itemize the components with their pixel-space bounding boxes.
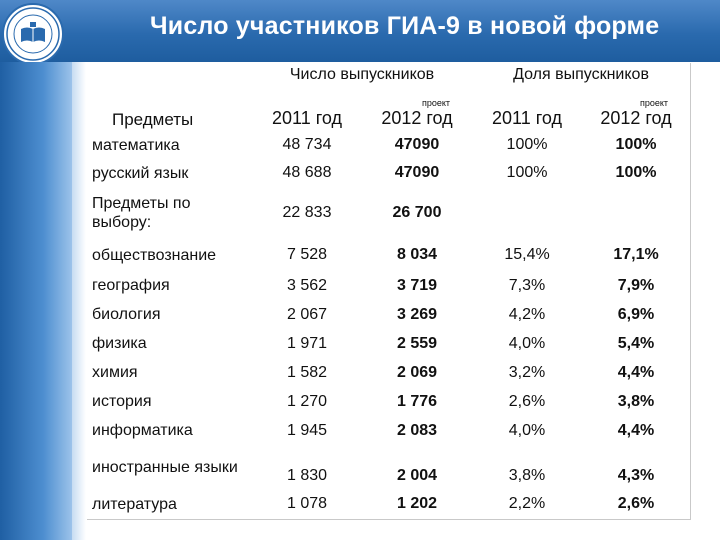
participants-table: Число выпускников Доля выпускников Предм… [86, 62, 691, 519]
share-2011-cell [472, 187, 582, 239]
share-2012-cell: 7,9% [617, 276, 655, 294]
table-row: физика 1 971 2 559 4,0% 5,4% [86, 329, 690, 358]
table-row: математика 48 734 47090 100% 100% [86, 131, 690, 159]
share-2012-cell: 100% [615, 164, 657, 181]
share-2012-cell: 4,4% [617, 363, 655, 381]
share-2012-cell: 2,6% [617, 495, 655, 512]
share-2011-cell: 4,0% [508, 334, 546, 352]
draft-label-share: проект [639, 98, 669, 108]
share-2011-cell: 100% [506, 136, 548, 153]
subject-cell: литература [92, 495, 177, 513]
subject-cell: биология [92, 306, 161, 323]
page-title: Число участников ГИА-9 в новой форме [150, 12, 660, 40]
year-2011-count: 2011 год [272, 108, 342, 128]
table-row: биология 2 067 3 269 4,2% 6,9% [86, 300, 690, 329]
share-2011-cell: 3,8% [508, 467, 546, 484]
count-2011-cell: 1 078 [286, 495, 328, 512]
share-2011-cell: 100% [506, 164, 548, 181]
share-2011-cell: 4,0% [508, 421, 546, 439]
year-2011-share: 2011 год [492, 108, 563, 128]
subject-cell: информатика [92, 422, 193, 439]
subject-cell: обществознание [92, 246, 217, 264]
share-2011-cell: 15,4% [504, 246, 550, 263]
subject-cell: Предметы по выбору: [92, 195, 191, 231]
count-2012-cell: 47090 [394, 164, 440, 181]
count-2012-cell: 8 034 [396, 246, 438, 263]
draft-label-count: проект [421, 98, 451, 108]
count-2012-cell: 2 559 [396, 334, 438, 352]
table-row: русский язык 48 688 47090 100% 100% [86, 159, 690, 187]
subject-cell: физика [92, 335, 147, 352]
share-2012-cell: 4,3% [617, 467, 655, 484]
count-2011-cell: 48 688 [282, 164, 332, 181]
count-2011-cell: 22 833 [282, 204, 332, 221]
count-2011-cell: 48 734 [282, 136, 332, 153]
share-2012-cell: 17,1% [613, 246, 659, 263]
left-decor-bar [0, 62, 72, 540]
header-subjects: Предметы [112, 110, 194, 129]
left-decor-gradient [72, 62, 86, 540]
subject-cell: история [92, 393, 152, 410]
subject-cell: иностранные языки [92, 458, 238, 476]
header-band: Число участников ГИА-9 в новой форме [0, 0, 720, 65]
share-2011-cell: 2,6% [508, 392, 546, 410]
year-2012-share: 2012 год [600, 108, 672, 128]
count-2012-cell: 26 700 [392, 204, 442, 221]
share-2012-cell: 100% [615, 136, 657, 153]
table-subheader-row: Предметы 2011 год проект 2012 год 2011 го… [86, 88, 690, 131]
share-2012-cell: 3,8% [617, 392, 655, 410]
table-header-row: Число выпускников Доля выпускников [86, 62, 690, 88]
header-graduates-count: Число выпускников [289, 66, 435, 83]
table-row: обществознание 7 528 8 034 15,4% 17,1% [86, 239, 690, 271]
header-graduates-share: Доля выпускников [513, 66, 649, 83]
count-2011-cell: 1 830 [286, 467, 328, 484]
count-2011-cell: 3 562 [286, 276, 328, 294]
table-row: география 3 562 3 719 7,3% 7,9% [86, 271, 690, 300]
share-2012-cell: 4,4% [617, 421, 655, 439]
count-2011-cell: 1 582 [286, 363, 328, 381]
table-row: иностранные языки 1 830 2 004 3,8% 4,3% [86, 445, 690, 489]
share-2011-cell: 2,2% [508, 495, 546, 512]
count-2011-cell: 2 067 [286, 305, 328, 323]
count-2011-cell: 7 528 [286, 246, 328, 263]
book-emblem-icon [2, 3, 64, 65]
count-2012-cell: 2 069 [396, 363, 438, 381]
count-2012-cell: 3 269 [396, 305, 438, 323]
subject-cell: математика [92, 136, 180, 154]
table-row: информатика 1 945 2 083 4,0% 4,4% [86, 416, 690, 445]
subject-cell: география [92, 277, 170, 294]
count-2012-cell: 1 776 [396, 392, 438, 410]
count-2012-cell: 47090 [394, 136, 440, 153]
table-row: литература 1 078 1 202 2,2% 2,6% [86, 489, 690, 519]
count-2011-cell: 1 945 [286, 421, 328, 439]
year-2012-count: 2012 год [381, 108, 453, 128]
count-2012-cell: 2 004 [396, 467, 438, 484]
subject-cell: химия [92, 364, 138, 381]
count-2011-cell: 1 270 [286, 392, 328, 410]
share-2012-cell: 5,4% [617, 334, 655, 352]
subject-cell: русский язык [92, 164, 189, 182]
table-row: Предметы по выбору: 22 833 26 700 [86, 187, 690, 239]
count-2012-cell: 2 083 [396, 421, 438, 439]
count-2012-cell: 1 202 [396, 495, 438, 512]
count-2012-cell: 3 719 [396, 276, 438, 294]
share-2012-cell [582, 187, 690, 239]
count-2011-cell: 1 971 [286, 334, 328, 352]
share-2011-cell: 7,3% [508, 276, 546, 294]
share-2012-cell: 6,9% [617, 305, 655, 323]
table-row: химия 1 582 2 069 3,2% 4,4% [86, 358, 690, 387]
share-2011-cell: 3,2% [508, 363, 546, 381]
table-row: история 1 270 1 776 2,6% 3,8% [86, 387, 690, 416]
share-2011-cell: 4,2% [508, 305, 546, 323]
